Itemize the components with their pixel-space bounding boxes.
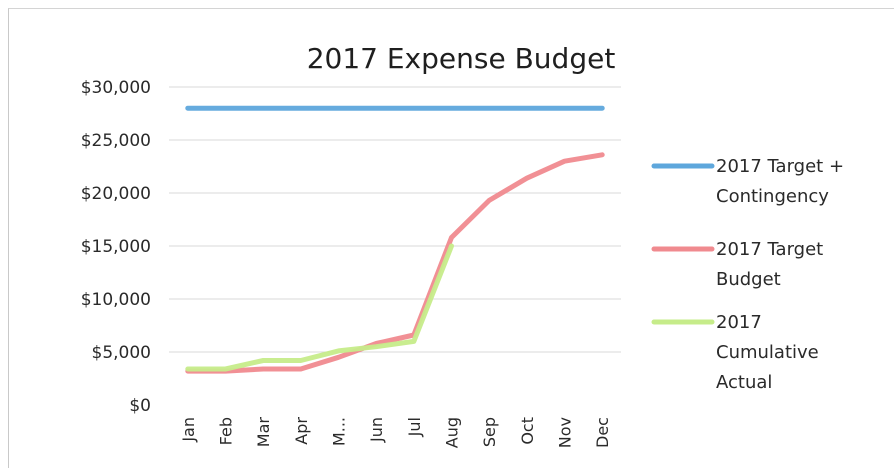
x-tick-label: Jun: [367, 417, 386, 443]
legend-label: Actual: [716, 372, 772, 393]
y-tick-label: $5,000: [92, 343, 151, 363]
series-line-2: [185, 152, 605, 374]
x-tick-label: Apr: [292, 417, 311, 445]
x-tick-label: Aug: [443, 417, 462, 448]
line-chart: 2017 Expense Budget $0 $5,000 $10,000 $15,0…: [81, 42, 844, 449]
y-tick-label: $0: [129, 396, 151, 416]
x-axis-ticks: Jan Feb Mar Apr M... Jun Jul Aug Sep Oct Nov Dec: [179, 417, 612, 449]
series-lines: [185, 105, 605, 374]
y-tick-label: $10,000: [81, 290, 151, 310]
x-tick-label: Oct: [518, 417, 537, 445]
y-tick-label: $25,000: [81, 131, 151, 151]
legend-label: 2017 Target +: [716, 156, 844, 177]
x-tick-label: M...: [330, 417, 349, 446]
x-tick-label: Jan: [179, 417, 198, 443]
y-tick-label: $20,000: [81, 184, 151, 204]
legend-label: 2017 Target: [716, 239, 823, 260]
legend-label: Budget: [716, 269, 781, 290]
x-tick-label: Dec: [593, 417, 612, 448]
legend-label: Contingency: [716, 186, 829, 207]
gridlines: [169, 86, 621, 353]
x-tick-label: Feb: [217, 417, 236, 445]
legend-label: 2017: [716, 312, 762, 333]
legend-label: Cumulative: [716, 342, 819, 363]
x-tick-label: Sep: [480, 417, 499, 447]
x-tick-label: Jul: [405, 417, 424, 437]
y-axis-ticks: $0 $5,000 $10,000 $15,000 $20,000 $25,000 $30,…: [81, 78, 151, 416]
chart-title: 2017 Expense Budget: [307, 42, 616, 75]
legend: 2017 Target + Contingency 2017 Target Budge…: [651, 156, 844, 393]
y-tick-label: $15,000: [81, 237, 151, 257]
series-line-3: [185, 243, 454, 372]
chart-frame: 2017 Expense Budget $0 $5,000 $10,000 $15,0…: [8, 8, 894, 468]
x-tick-label: Mar: [254, 417, 273, 448]
x-tick-label: Nov: [556, 417, 575, 448]
y-tick-label: $30,000: [81, 78, 151, 98]
